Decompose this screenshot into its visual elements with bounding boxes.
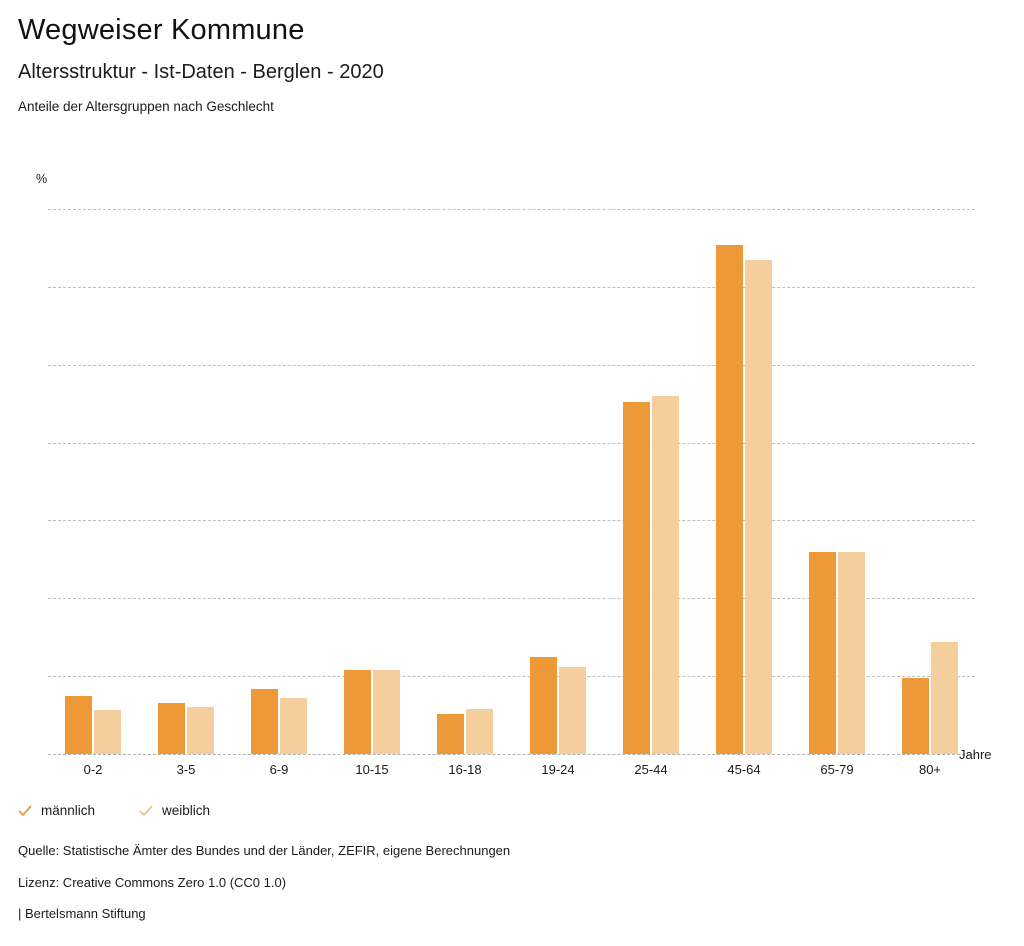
bar-weiblich-19-24[interactable] (559, 666, 586, 754)
check-icon (139, 804, 153, 818)
x-axis-category-label: 10-15 (355, 762, 389, 777)
bar-männlich-80+[interactable] (902, 677, 929, 754)
bar-weiblich-3-5[interactable] (187, 707, 214, 754)
gridline-20 (48, 442, 975, 444)
x-axis-category-label: 25-44 (634, 762, 668, 777)
bar-männlich-25-44[interactable] (623, 402, 650, 754)
gridline-5 (48, 676, 975, 678)
bar-männlich-0-2[interactable] (65, 696, 92, 754)
legend-item-male[interactable]: männlich (18, 803, 95, 818)
chart-plot-wrapper: % Jahre 051015202530350-23-56-910-1516-1… (36, 172, 992, 777)
x-axis-category-label: 16-18 (448, 762, 482, 777)
legend-item-female[interactable]: weiblich (139, 803, 210, 818)
bar-männlich-3-5[interactable] (158, 702, 185, 754)
chart-footer: Quelle: Statistische Ämter des Bundes un… (18, 843, 510, 922)
bar-weiblich-45-64[interactable] (745, 260, 772, 754)
bar-weiblich-10-15[interactable] (373, 669, 400, 754)
gridline-15 (48, 520, 975, 522)
x-axis-category-label: 0-2 (83, 762, 103, 777)
gridline-30 (48, 286, 975, 288)
bar-männlich-6-9[interactable] (251, 688, 278, 754)
bar-weiblich-65-79[interactable] (838, 551, 865, 754)
x-axis-category-label: 19-24 (541, 762, 575, 777)
check-icon (18, 804, 32, 818)
chart-caption: Anteile der Altersgruppen nach Geschlech… (18, 99, 274, 115)
x-axis-category-label: 45-64 (727, 762, 761, 777)
bar-weiblich-0-2[interactable] (94, 710, 121, 754)
legend-label-male: männlich (41, 803, 96, 818)
bar-männlich-65-79[interactable] (809, 551, 836, 754)
bar-männlich-45-64[interactable] (716, 244, 743, 754)
x-axis-category-label: 80+ (918, 762, 942, 777)
footer-publisher: | Bertelsmann Stiftung (18, 906, 146, 922)
bar-männlich-10-15[interactable] (344, 669, 371, 754)
page-title: Wegweiser Kommune (18, 14, 305, 46)
bar-weiblich-80+[interactable] (931, 641, 958, 754)
chart-header: Wegweiser Kommune Altersstruktur - Ist-D… (18, 14, 384, 115)
bar-männlich-19-24[interactable] (530, 657, 557, 754)
footer-license: Lizenz: Creative Commons Zero 1.0 (CC0 1… (18, 874, 287, 890)
y-axis-unit-label: % (36, 172, 48, 186)
plot-area (48, 209, 975, 755)
gridline-35 (48, 209, 975, 210)
bar-weiblich-6-9[interactable] (280, 697, 307, 754)
bar-weiblich-25-44[interactable] (652, 395, 679, 754)
gridline-25 (48, 364, 975, 366)
bar-weiblich-16-18[interactable] (466, 708, 493, 754)
x-axis-category-label: 65-79 (820, 762, 854, 777)
gridline-10 (48, 598, 975, 600)
footer-source: Quelle: Statistische Ämter des Bundes un… (18, 843, 511, 858)
x-axis-category-label: 3-5 (176, 762, 196, 777)
chart-legend: männlich weiblich (18, 803, 210, 818)
chart-subtitle: Altersstruktur - Ist-Daten - Berglen - 2… (18, 61, 384, 84)
x-axis-unit-label: Jahre (959, 747, 992, 762)
x-axis-category-label: 6-9 (269, 762, 289, 777)
bar-männlich-16-18[interactable] (437, 713, 464, 754)
gridline-0 (48, 754, 975, 755)
legend-label-female: weiblich (162, 803, 211, 818)
